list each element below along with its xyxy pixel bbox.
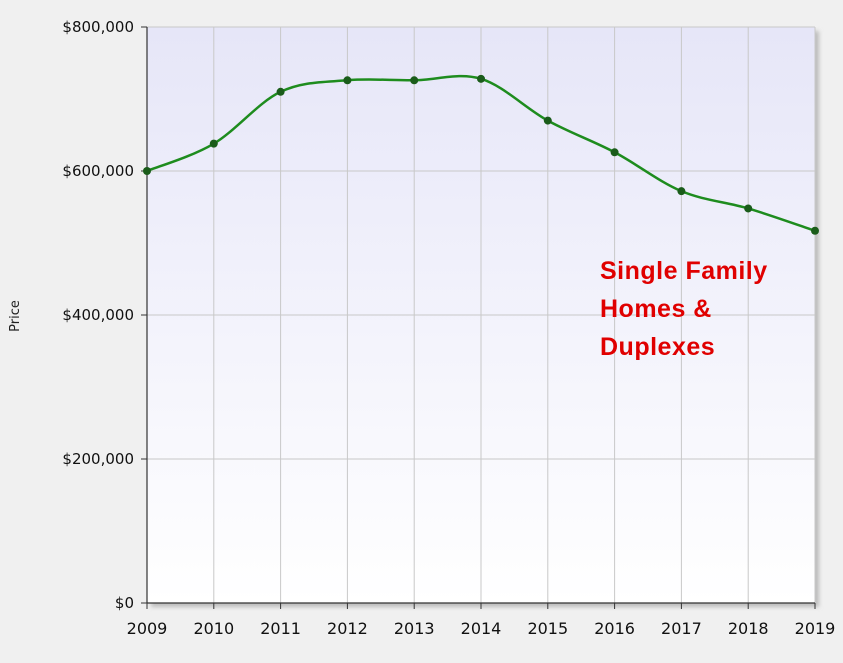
- data-point: [343, 76, 352, 85]
- grid: [147, 26, 816, 603]
- x-tick-label: 2014: [461, 619, 502, 638]
- y-tick-label: $600,000: [62, 162, 134, 180]
- x-tick-labels: 2009 2010 2011 2012 2013 2014 2015 2016 2017 2018…: [127, 619, 836, 638]
- x-tick-label: 2015: [527, 619, 568, 638]
- y-tick-label: $800,000: [62, 18, 134, 36]
- data-point: [209, 139, 218, 148]
- axes: [141, 26, 816, 609]
- data-point: [744, 204, 753, 213]
- data-point: [811, 226, 819, 235]
- x-tick-label: 2010: [193, 619, 234, 638]
- y-tick-label: $0: [115, 594, 134, 612]
- x-tick-label: 2016: [594, 619, 635, 638]
- x-tick-label: 2011: [260, 619, 301, 638]
- y-tick-label: $400,000: [62, 306, 134, 324]
- x-tick-label: 2019: [795, 619, 836, 638]
- x-tick-label: 2018: [728, 619, 769, 638]
- data-point: [543, 116, 552, 125]
- data-point: [143, 167, 151, 175]
- annotation-line-3: Duplexes: [600, 333, 715, 361]
- y-axis-label: Price: [8, 300, 23, 332]
- x-tick-label: 2009: [127, 619, 168, 638]
- y-tick-label: $200,000: [62, 450, 134, 468]
- annotation-line-1: Single Family: [600, 257, 768, 285]
- data-point: [477, 74, 485, 83]
- data-point: [410, 76, 419, 85]
- data-point: [610, 148, 619, 157]
- y-tick-labels: $0 $200,000 $400,000 $600,000 $800,000: [62, 18, 134, 612]
- data-points: [143, 74, 819, 235]
- x-tick-label: 2017: [661, 619, 702, 638]
- data-point: [276, 87, 285, 96]
- x-tick-label: 2013: [394, 619, 435, 638]
- x-tick-label: 2012: [327, 619, 368, 638]
- data-point: [677, 187, 686, 196]
- annotation-line-2: Homes &: [600, 295, 712, 323]
